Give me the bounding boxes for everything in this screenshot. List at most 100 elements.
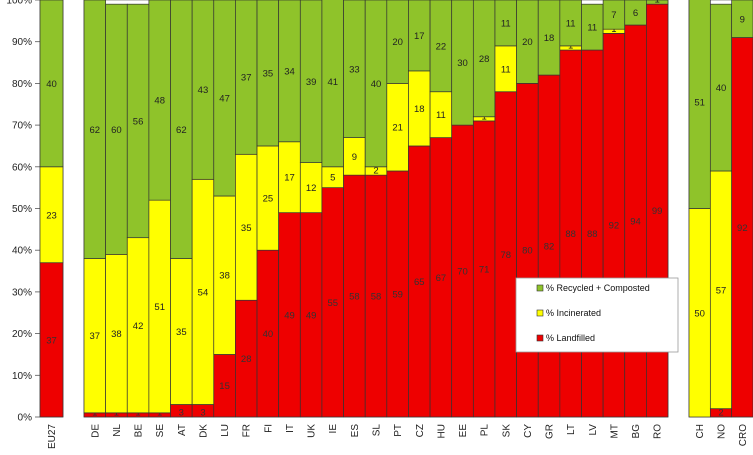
data-label: 34 bbox=[284, 66, 295, 77]
data-label: 55 bbox=[327, 298, 338, 309]
x-tick-label: SL bbox=[372, 424, 383, 437]
bar-recycled-composted-eu27 bbox=[39, 0, 64, 168]
data-label: 40 bbox=[371, 79, 382, 90]
x-tick-label: PT bbox=[393, 424, 404, 437]
legend-label: % Recycled + Composted bbox=[546, 283, 650, 293]
data-label: 20 bbox=[392, 37, 403, 48]
legend-swatch bbox=[536, 284, 544, 292]
x-tick-label: EU27 bbox=[47, 424, 58, 449]
x-tick-label: CH bbox=[695, 424, 706, 438]
data-label: 11 bbox=[566, 18, 576, 29]
x-tick-label: ES bbox=[350, 424, 361, 438]
data-label: 58 bbox=[349, 292, 360, 303]
x-tick-label: CY bbox=[523, 424, 534, 438]
x-tick-label: MT bbox=[609, 424, 620, 438]
data-label: 51 bbox=[694, 98, 705, 109]
data-label: 82 bbox=[544, 242, 555, 253]
data-label: 6 bbox=[633, 8, 638, 19]
data-label: 11 bbox=[501, 64, 511, 75]
y-tick-label: 50% bbox=[12, 204, 32, 215]
data-label: 48 bbox=[154, 96, 165, 107]
x-tick-label: SE bbox=[155, 424, 166, 438]
data-label: 23 bbox=[46, 210, 57, 221]
data-label: 30 bbox=[457, 58, 468, 69]
x-tick-label: IT bbox=[285, 424, 296, 433]
x-tick-label: IE bbox=[328, 424, 339, 434]
x-tick-label: EE bbox=[458, 424, 469, 438]
legend-label: % Incinerated bbox=[546, 308, 601, 318]
data-label: 35 bbox=[176, 327, 187, 338]
x-tick-label: LT bbox=[566, 424, 577, 435]
data-label: 67 bbox=[436, 273, 447, 284]
data-label: 62 bbox=[90, 125, 101, 136]
data-label: 71 bbox=[479, 264, 490, 275]
data-label: 50 bbox=[694, 308, 705, 319]
data-label: 88 bbox=[565, 229, 576, 240]
data-label: 28 bbox=[241, 354, 252, 365]
y-tick-label: 70% bbox=[12, 121, 32, 132]
legend-label: % Landfilled bbox=[546, 333, 595, 343]
data-label: 59 bbox=[392, 289, 403, 300]
x-tick-label: PL bbox=[480, 424, 491, 437]
data-label: 49 bbox=[284, 310, 295, 321]
x-tick-label: NL bbox=[112, 424, 123, 437]
data-label: 80 bbox=[522, 246, 533, 257]
data-label: 28 bbox=[479, 54, 490, 65]
data-label: 12 bbox=[306, 183, 317, 194]
data-label: 42 bbox=[133, 321, 144, 332]
data-label: 22 bbox=[436, 41, 447, 52]
x-tick-label: DE bbox=[90, 424, 101, 438]
data-label: 51 bbox=[154, 302, 165, 313]
y-tick-label: 60% bbox=[12, 162, 32, 173]
x-tick-label: UK bbox=[307, 424, 318, 438]
data-label: 9 bbox=[740, 14, 745, 25]
data-label: 41 bbox=[327, 77, 338, 88]
data-label: 38 bbox=[219, 271, 230, 282]
data-label: 17 bbox=[414, 31, 425, 42]
x-tick-label: FR bbox=[242, 424, 253, 437]
data-label: 92 bbox=[737, 223, 748, 234]
y-tick-label: 80% bbox=[12, 79, 32, 90]
y-tick-label: 40% bbox=[12, 246, 32, 257]
y-tick-label: 20% bbox=[12, 329, 32, 340]
data-label: 38 bbox=[111, 329, 122, 340]
y-tick-label: 10% bbox=[12, 371, 32, 382]
data-label: 33 bbox=[349, 64, 360, 75]
data-label: 9 bbox=[352, 152, 357, 163]
data-label: 2 bbox=[718, 408, 723, 419]
x-tick-label: FI bbox=[263, 424, 274, 433]
data-label: 92 bbox=[609, 221, 620, 232]
data-label: 39 bbox=[306, 77, 317, 88]
data-label: 18 bbox=[544, 33, 555, 44]
data-label: 65 bbox=[414, 277, 425, 288]
data-label: 3 bbox=[200, 408, 205, 419]
data-label: 21 bbox=[392, 123, 403, 134]
data-label: 18 bbox=[414, 104, 425, 115]
data-label: 58 bbox=[371, 292, 382, 303]
data-label: 11 bbox=[501, 18, 511, 29]
x-tick-label: RO bbox=[653, 424, 664, 439]
x-tick-label: LV bbox=[588, 424, 599, 436]
data-label: 40 bbox=[46, 79, 57, 90]
data-label: 25 bbox=[263, 194, 274, 205]
x-tick-label: LU bbox=[220, 424, 231, 437]
x-tick-label: DK bbox=[198, 424, 209, 438]
data-label: 7 bbox=[611, 10, 616, 21]
x-tick-label: CZ bbox=[415, 424, 426, 437]
data-label: 37 bbox=[241, 73, 252, 84]
data-label: 54 bbox=[198, 287, 209, 298]
data-label: 11 bbox=[436, 110, 446, 121]
data-label: 78 bbox=[500, 250, 511, 261]
data-label: 56 bbox=[133, 116, 144, 127]
data-label: 37 bbox=[46, 335, 57, 346]
y-tick-label: 0% bbox=[18, 413, 33, 424]
data-label: 57 bbox=[716, 285, 727, 296]
data-label: 40 bbox=[263, 329, 274, 340]
x-tick-label: BE bbox=[134, 424, 145, 438]
bar-recycled-composted-cro bbox=[731, 0, 753, 38]
y-tick-label: 100% bbox=[6, 0, 32, 7]
data-label: 5 bbox=[330, 173, 335, 184]
legend-swatch bbox=[536, 309, 544, 317]
x-tick-label: BG bbox=[631, 424, 642, 439]
